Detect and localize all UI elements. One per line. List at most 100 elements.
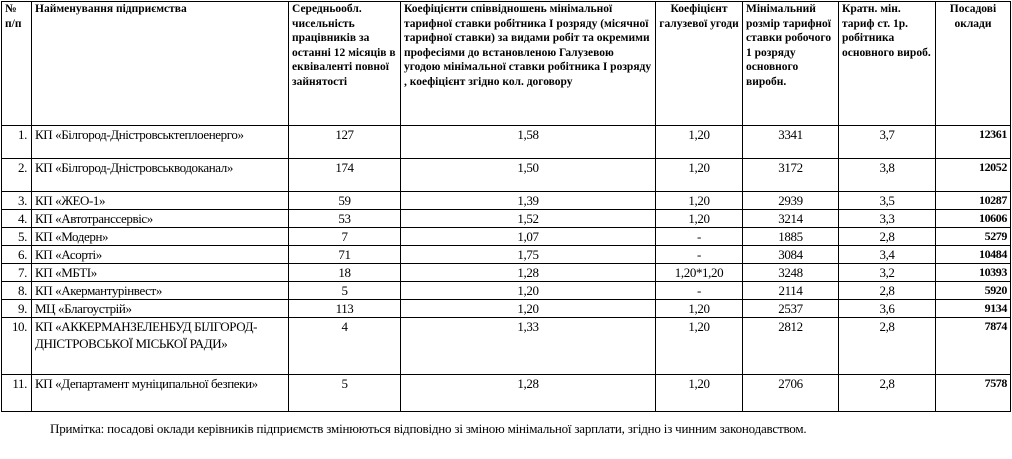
cell-coef: 1,07 [400,227,656,246]
header-multiple: Кратн. мін. тариф ст. 1р. робітника осно… [838,1,936,126]
cell-salary: 12361 [935,125,1011,159]
cell-min-rate: 3172 [742,158,839,192]
cell-no: 9. [1,299,32,318]
table-row: 8. КП «Акермантурінвест» 5 1,20-2114 2,8 5920 [1,281,1011,300]
cell-multiple: 2,8 [838,317,936,375]
table-row: 1. КП «Білгород-Дністровськтеплоенерго» 12… [1,125,1011,159]
cell-multiple: 3,5 [838,191,936,210]
cell-name: КП «Автотранссервіс» [31,209,289,228]
cell-coef: 1,20 [400,281,656,300]
enterprise-salary-table: № п/п Найменування підприємства Середньо… [1,1,1011,412]
cell-industry: - [655,245,743,264]
cell-salary: 12052 [935,158,1011,192]
table-row: 2. КП «Білгород-Дністровськводоканал» 174 1… [1,158,1011,192]
cell-employees: 174 [288,158,401,192]
cell-min-rate: 2114 [742,281,839,300]
cell-name: КП «АККЕРМАНЗЕЛЕНБУД БІЛГОРОД-ДНІСТРОВСЬ… [31,317,289,375]
cell-salary: 9134 [935,299,1011,318]
cell-employees: 18 [288,263,401,282]
cell-industry: 1,20 [655,299,743,318]
cell-coef: 1,39 [400,191,656,210]
cell-salary: 10484 [935,245,1011,264]
table-row: 3. КП «ЖЕО-1» 59 1,39 1,20 2939 3,5 10287 [1,191,1011,210]
cell-multiple: 3,6 [838,299,936,318]
cell-industry: 1,20 [655,374,743,412]
cell-min-rate: 3248 [742,263,839,282]
cell-industry: 1,20 [655,158,743,192]
header-industry: Коефіцієнт галузевої угоди [655,1,743,126]
cell-multiple: 2,8 [838,227,936,246]
cell-coef: 1,50 [400,158,656,192]
cell-employees: 113 [288,299,401,318]
cell-coef: 1,52 [400,209,656,228]
cell-industry: - [655,227,743,246]
cell-industry: 1,20*1,20 [655,263,743,282]
cell-name: КП «Акермантурінвест» [31,281,289,300]
cell-min-rate: 2706 [742,374,839,412]
cell-name: МЦ «Благоустрій» [31,299,289,318]
cell-min-rate: 2537 [742,299,839,318]
cell-salary: 7578 [935,374,1011,412]
table-row: 6. КП «Асорті» 71 1,75-3084 3,4 10484 [1,245,1011,264]
table-row: 10. КП «АККЕРМАНЗЕЛЕНБУД БІЛГОРОД-ДНІСТРО… [1,317,1011,375]
header-name: Найменування підприємства [31,1,289,126]
cell-no: 11. [1,374,32,412]
table-row: 7. КП «МБТІ» 18 1,28 1,20*1,20 3248 3,2 10393 [1,263,1011,282]
cell-min-rate: 2939 [742,191,839,210]
cell-no: 10. [1,317,32,375]
header-min-rate: Мінімальний розмір тарифної ставки робоч… [742,1,839,126]
cell-multiple: 3,3 [838,209,936,228]
cell-coef: 1,28 [400,374,656,412]
cell-name: КП «Білгород-Дністровськтеплоенерго» [31,125,289,159]
table-row: 5. КП «Модерн» 7 1,07-1885 2,8 5279 [1,227,1011,246]
cell-multiple: 2,8 [838,374,936,412]
table-row: 9. МЦ «Благоустрій» 113 1,20 1,20 2537 3,6 9134 [1,299,1011,318]
cell-industry: - [655,281,743,300]
table-body: 1. КП «Білгород-Дністровськтеплоенерго» 12… [1,125,1011,412]
cell-multiple: 3,8 [838,158,936,192]
cell-min-rate: 2812 [742,317,839,375]
cell-name: КП «МБТІ» [31,263,289,282]
cell-no: 2. [1,158,32,192]
cell-industry: 1,20 [655,191,743,210]
cell-employees: 7 [288,227,401,246]
cell-coef: 1,33 [400,317,656,375]
header-employees: Середньообл. чисельність працівників за … [288,1,401,126]
cell-salary: 10287 [935,191,1011,210]
cell-no: 6. [1,245,32,264]
header-row: № п/п Найменування підприємства Середньо… [1,1,1011,126]
table-row: 4. КП «Автотранссервіс» 53 1,52 1,20 3214 3,3 1… [1,209,1011,228]
cell-employees: 4 [288,317,401,375]
cell-industry: 1,20 [655,209,743,228]
cell-coef: 1,28 [400,263,656,282]
cell-industry: 1,20 [655,317,743,375]
footnote: Примітка: посадові оклади керівників під… [0,418,1000,440]
cell-no: 1. [1,125,32,159]
cell-salary: 10606 [935,209,1011,228]
header-no: № п/п [1,1,32,126]
cell-min-rate: 3214 [742,209,839,228]
cell-employees: 71 [288,245,401,264]
cell-min-rate: 3341 [742,125,839,159]
cell-coef: 1,75 [400,245,656,264]
cell-no: 5. [1,227,32,246]
header-coef: Коефіцієнти співвідношень мінімальної та… [400,1,656,126]
cell-salary: 5920 [935,281,1011,300]
cell-employees: 59 [288,191,401,210]
footnote-text: Примітка: посадові оклади керівників під… [50,421,807,436]
cell-industry: 1,20 [655,125,743,159]
cell-salary: 7874 [935,317,1011,375]
cell-name: КП «Модерн» [31,227,289,246]
cell-employees: 127 [288,125,401,159]
cell-no: 7. [1,263,32,282]
header-salary: Посадові оклади [935,1,1011,126]
cell-name: КП «ЖЕО-1» [31,191,289,210]
table-row: 11. КП «Департамент муніципальної безпеки… [1,374,1011,412]
cell-name: КП «Асорті» [31,245,289,264]
cell-name: КП «Департамент муніципальної безпеки» [31,374,289,412]
cell-coef: 1,58 [400,125,656,159]
cell-min-rate: 1885 [742,227,839,246]
cell-min-rate: 3084 [742,245,839,264]
cell-multiple: 2,8 [838,281,936,300]
cell-coef: 1,20 [400,299,656,318]
